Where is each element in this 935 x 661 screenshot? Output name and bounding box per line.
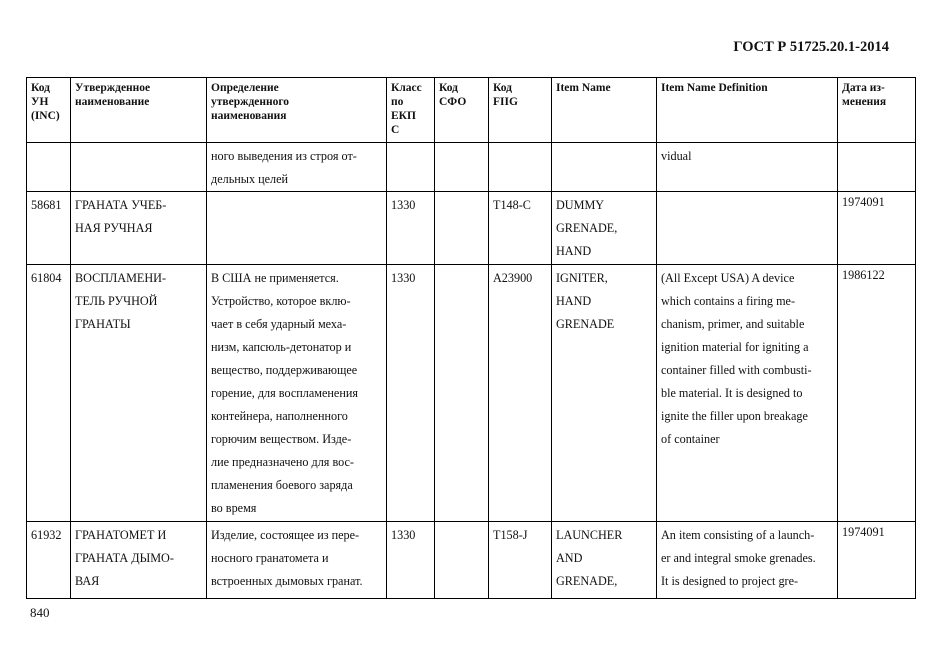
cell-fiig: A23900 [488,264,552,522]
col-header-class: Класс по ЕКП С [386,77,435,143]
cell-fiig [488,142,552,192]
cell-date: 1986122 [837,264,916,522]
cell-class [386,142,435,192]
table-row: 61932 ГРАНАТОМЕТ И ГРАНАТА ДЫМО- ВАЯ Издел… [26,521,916,599]
col-header-approved-name: Утвержденное наименование [70,77,207,143]
cell-class: 1330 [386,191,435,265]
cell-item-name [551,142,657,192]
col-header-definition: Определение утвержденного наименования [206,77,387,143]
cell-approved-name [70,142,207,192]
cell-approved-name: ГРАНАТОМЕТ И ГРАНАТА ДЫМО- ВАЯ [70,521,207,599]
page-number: 840 [30,605,50,620]
cell-date: 1974091 [837,191,916,265]
cell-date [837,142,916,192]
cell-sfo [434,191,489,265]
table-row: 61804 ВОСПЛАМЕНИ- ТЕЛЬ РУЧНОЙ ГРАНАТЫ В СШ… [26,264,916,522]
cell-sfo [434,264,489,522]
cell-approved-name: ГРАНАТА УЧЕБ- НАЯ РУЧНАЯ [70,191,207,265]
cell-inc [26,142,71,192]
document-title: ГОСТ Р 51725.20.1-2014 [733,39,889,55]
cell-item-definition: vidual [656,142,838,192]
cell-definition: ного выведения из строя от- дельных целе… [206,142,387,192]
cell-sfo [434,142,489,192]
col-header-inc: Код УН (INC) [26,77,71,143]
cell-fiig: T158-J [488,521,552,599]
col-header-sfo: Код СФО [434,77,489,143]
cell-definition: Изделие, состоящее из пере- носного гран… [206,521,387,599]
cell-class: 1330 [386,264,435,522]
cell-item-name: DUMMY GRENADE, HAND [551,191,657,265]
cell-approved-name: ВОСПЛАМЕНИ- ТЕЛЬ РУЧНОЙ ГРАНАТЫ [70,264,207,522]
cell-sfo [434,521,489,599]
col-header-fiig: Код FIIG [488,77,552,143]
items-table: Код УН (INC) Утвержденное наименование О… [26,77,916,599]
cell-definition: В США не применяется. Устройство, которо… [206,264,387,522]
col-header-date: Дата из- менения [837,77,916,143]
cell-item-definition [656,191,838,265]
table-header-row: Код УН (INC) Утвержденное наименование О… [26,77,916,143]
col-header-item-name: Item Name [551,77,657,143]
cell-fiig: T148-C [488,191,552,265]
cell-item-name: IGNITER, HAND GRENADE [551,264,657,522]
cell-item-definition: (All Except USA) A device which contains… [656,264,838,522]
cell-class: 1330 [386,521,435,599]
cell-definition [206,191,387,265]
cell-inc: 58681 [26,191,71,265]
table-row: 58681 ГРАНАТА УЧЕБ- НАЯ РУЧНАЯ 1330 T148-C D… [26,191,916,265]
table-row: ного выведения из строя от- дельных целе… [26,142,916,192]
cell-item-name: LAUNCHER AND GRENADE, [551,521,657,599]
col-header-item-definition: Item Name Definition [656,77,838,143]
cell-inc: 61804 [26,264,71,522]
cell-date: 1974091 [837,521,916,599]
cell-inc: 61932 [26,521,71,599]
cell-item-definition: An item consisting of a launch- er and i… [656,521,838,599]
